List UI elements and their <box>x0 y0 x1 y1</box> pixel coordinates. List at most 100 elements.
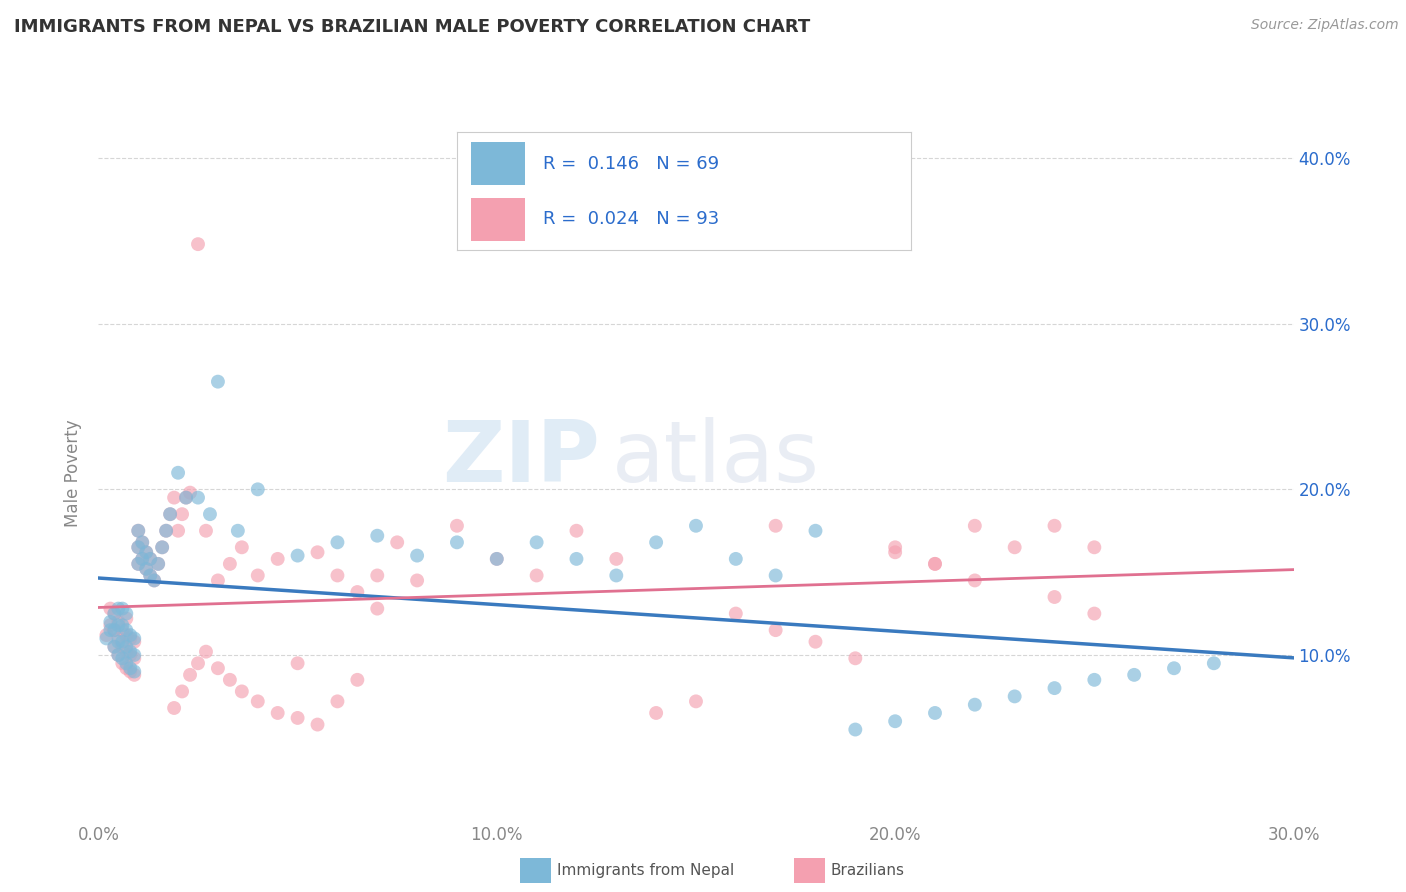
Point <box>219 673 242 687</box>
Point <box>124 651 146 665</box>
Point <box>115 657 138 671</box>
Point <box>963 574 986 588</box>
Point <box>724 607 747 621</box>
Point <box>111 657 134 671</box>
Point <box>207 661 229 675</box>
Point <box>107 648 129 662</box>
Point <box>924 706 946 720</box>
Point <box>100 618 122 632</box>
Point <box>366 568 388 582</box>
Point <box>219 557 242 571</box>
Point <box>174 491 197 505</box>
Point <box>565 524 588 538</box>
Point <box>139 552 162 566</box>
Point <box>107 648 129 662</box>
Point <box>765 518 787 533</box>
Point <box>485 552 508 566</box>
Point <box>645 535 668 549</box>
Point <box>120 628 142 642</box>
Point <box>526 568 548 582</box>
Point <box>406 549 429 563</box>
Point <box>120 661 142 675</box>
Point <box>115 607 138 621</box>
Point <box>963 518 986 533</box>
Point <box>96 628 118 642</box>
Point <box>804 634 827 648</box>
Point <box>287 657 309 671</box>
Point <box>120 648 142 662</box>
Point <box>765 568 787 582</box>
Point <box>120 645 142 659</box>
Point <box>115 661 138 675</box>
Point <box>143 574 166 588</box>
Point <box>605 552 627 566</box>
Point <box>326 568 349 582</box>
Point <box>111 618 134 632</box>
Text: ZIP: ZIP <box>443 417 600 500</box>
Point <box>187 237 209 252</box>
Point <box>115 645 138 659</box>
Point <box>159 507 181 521</box>
Point <box>155 524 177 538</box>
Point <box>179 668 201 682</box>
Point <box>172 507 194 521</box>
Point <box>115 623 138 637</box>
Point <box>307 545 329 559</box>
Point <box>107 615 129 629</box>
Point <box>96 632 118 646</box>
Point <box>103 640 125 654</box>
Point <box>115 611 138 625</box>
Point <box>124 665 146 679</box>
Point <box>148 557 170 571</box>
Point <box>195 524 218 538</box>
Point <box>485 552 508 566</box>
Point <box>645 706 668 720</box>
Point <box>246 568 269 582</box>
Point <box>159 507 181 521</box>
Point <box>924 557 946 571</box>
Point <box>1083 541 1105 555</box>
Point <box>565 552 588 566</box>
Point <box>103 607 125 621</box>
Text: Brazilians: Brazilians <box>831 863 905 878</box>
Point <box>148 557 170 571</box>
Point <box>884 541 907 555</box>
Point <box>1083 673 1105 687</box>
Point <box>307 717 329 731</box>
Point <box>246 483 269 497</box>
Point <box>804 524 827 538</box>
Point <box>103 623 125 637</box>
Point <box>346 673 368 687</box>
Point <box>127 541 149 555</box>
Point <box>207 574 229 588</box>
Point <box>115 628 138 642</box>
Point <box>143 574 166 588</box>
Text: Immigrants from Nepal: Immigrants from Nepal <box>557 863 734 878</box>
Point <box>198 507 221 521</box>
Point <box>131 552 153 566</box>
Point <box>124 632 146 646</box>
Point <box>163 701 186 715</box>
Point <box>1043 590 1066 604</box>
Point <box>924 557 946 571</box>
Point <box>120 665 142 679</box>
Point <box>526 535 548 549</box>
Point <box>605 568 627 582</box>
Point <box>884 714 907 729</box>
Y-axis label: Male Poverty: Male Poverty <box>65 419 83 526</box>
Point <box>1163 661 1185 675</box>
Point <box>103 640 125 654</box>
Point <box>127 557 149 571</box>
Point <box>150 541 173 555</box>
Point <box>246 694 269 708</box>
Point <box>135 562 157 576</box>
Point <box>195 645 218 659</box>
Point <box>107 601 129 615</box>
Point <box>127 524 149 538</box>
Point <box>287 711 309 725</box>
Point <box>1043 518 1066 533</box>
Point <box>267 706 290 720</box>
Point <box>963 698 986 712</box>
Point <box>1123 668 1146 682</box>
Point <box>446 518 468 533</box>
